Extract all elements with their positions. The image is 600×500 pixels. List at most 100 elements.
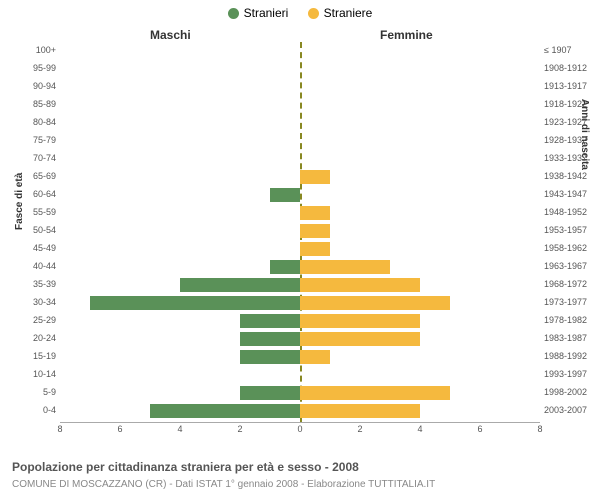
table-row: 85-891918-1922 bbox=[60, 96, 540, 114]
chart-area: 100+≤ 190795-991908-191290-941913-191785… bbox=[60, 42, 540, 442]
bar-female bbox=[300, 224, 330, 238]
legend-dot-female bbox=[308, 8, 319, 19]
table-row: 25-291978-1982 bbox=[60, 312, 540, 330]
age-label: 100+ bbox=[20, 45, 56, 55]
birth-label: 1968-1972 bbox=[544, 279, 598, 289]
legend-label-female: Straniere bbox=[324, 6, 373, 20]
birth-label: 1988-1992 bbox=[544, 351, 598, 361]
table-row: 95-991908-1912 bbox=[60, 60, 540, 78]
legend: Stranieri Straniere bbox=[0, 6, 600, 22]
birth-label: 1958-1962 bbox=[544, 243, 598, 253]
birth-label: 1993-1997 bbox=[544, 369, 598, 379]
age-label: 40-44 bbox=[20, 261, 56, 271]
bar-male bbox=[150, 404, 300, 418]
age-label: 95-99 bbox=[20, 63, 56, 73]
bar-female bbox=[300, 278, 420, 292]
age-label: 85-89 bbox=[20, 99, 56, 109]
birth-label: 1908-1912 bbox=[544, 63, 598, 73]
bar-male bbox=[270, 188, 300, 202]
table-row: 80-841923-1927 bbox=[60, 114, 540, 132]
bar-male bbox=[240, 314, 300, 328]
bar-male bbox=[180, 278, 300, 292]
birth-label: 1998-2002 bbox=[544, 387, 598, 397]
birth-label: 1928-1932 bbox=[544, 135, 598, 145]
age-label: 15-19 bbox=[20, 351, 56, 361]
birth-label: 1918-1922 bbox=[544, 99, 598, 109]
x-tick: 0 bbox=[297, 424, 302, 434]
table-row: 45-491958-1962 bbox=[60, 240, 540, 258]
footer-subtitle: COMUNE DI MOSCAZZANO (CR) - Dati ISTAT 1… bbox=[12, 479, 435, 490]
birth-label: ≤ 1907 bbox=[544, 45, 598, 55]
table-row: 90-941913-1917 bbox=[60, 78, 540, 96]
x-axis-line bbox=[60, 422, 540, 423]
x-axis: 864202468 bbox=[60, 422, 540, 442]
y-axis-title-left: Fasce di età bbox=[14, 173, 25, 230]
birth-label: 1938-1942 bbox=[544, 171, 598, 181]
table-row: 100+≤ 1907 bbox=[60, 42, 540, 60]
age-label: 55-59 bbox=[20, 207, 56, 217]
table-row: 30-341973-1977 bbox=[60, 294, 540, 312]
bar-female bbox=[300, 242, 330, 256]
bar-male bbox=[240, 332, 300, 346]
age-label: 80-84 bbox=[20, 117, 56, 127]
table-row: 70-741933-1937 bbox=[60, 150, 540, 168]
rows-container: 100+≤ 190795-991908-191290-941913-191785… bbox=[60, 42, 540, 420]
age-label: 45-49 bbox=[20, 243, 56, 253]
x-tick: 6 bbox=[117, 424, 122, 434]
table-row: 5-91998-2002 bbox=[60, 384, 540, 402]
table-row: 60-641943-1947 bbox=[60, 186, 540, 204]
age-label: 30-34 bbox=[20, 297, 56, 307]
birth-label: 1913-1917 bbox=[544, 81, 598, 91]
age-label: 20-24 bbox=[20, 333, 56, 343]
bar-female bbox=[300, 296, 450, 310]
birth-label: 1923-1927 bbox=[544, 117, 598, 127]
bar-male bbox=[90, 296, 300, 310]
table-row: 65-691938-1942 bbox=[60, 168, 540, 186]
age-label: 5-9 bbox=[20, 387, 56, 397]
bar-male bbox=[240, 350, 300, 364]
birth-label: 2003-2007 bbox=[544, 405, 598, 415]
bar-female bbox=[300, 404, 420, 418]
legend-item-female: Straniere bbox=[308, 6, 373, 20]
table-row: 0-42003-2007 bbox=[60, 402, 540, 420]
age-label: 75-79 bbox=[20, 135, 56, 145]
bar-female bbox=[300, 350, 330, 364]
table-row: 35-391968-1972 bbox=[60, 276, 540, 294]
table-row: 40-441963-1967 bbox=[60, 258, 540, 276]
birth-label: 1963-1967 bbox=[544, 261, 598, 271]
chart-container: Stranieri Straniere Maschi Femmine Fasce… bbox=[0, 0, 600, 500]
age-label: 0-4 bbox=[20, 405, 56, 415]
x-tick: 8 bbox=[57, 424, 62, 434]
footer-title: Popolazione per cittadinanza straniera p… bbox=[12, 460, 359, 474]
age-label: 60-64 bbox=[20, 189, 56, 199]
birth-label: 1983-1987 bbox=[544, 333, 598, 343]
bar-female bbox=[300, 170, 330, 184]
birth-label: 1948-1952 bbox=[544, 207, 598, 217]
column-title-left: Maschi bbox=[150, 28, 191, 42]
x-tick: 8 bbox=[537, 424, 542, 434]
birth-label: 1943-1947 bbox=[544, 189, 598, 199]
bar-male bbox=[270, 260, 300, 274]
age-label: 25-29 bbox=[20, 315, 56, 325]
x-tick: 4 bbox=[417, 424, 422, 434]
x-tick: 2 bbox=[237, 424, 242, 434]
age-label: 10-14 bbox=[20, 369, 56, 379]
x-tick: 2 bbox=[357, 424, 362, 434]
legend-dot-male bbox=[228, 8, 239, 19]
birth-label: 1973-1977 bbox=[544, 297, 598, 307]
birth-label: 1933-1937 bbox=[544, 153, 598, 163]
bar-male bbox=[240, 386, 300, 400]
bar-female bbox=[300, 386, 450, 400]
table-row: 10-141993-1997 bbox=[60, 366, 540, 384]
bar-female bbox=[300, 314, 420, 328]
bar-female bbox=[300, 260, 390, 274]
bar-female bbox=[300, 332, 420, 346]
table-row: 50-541953-1957 bbox=[60, 222, 540, 240]
birth-label: 1953-1957 bbox=[544, 225, 598, 235]
legend-item-male: Stranieri bbox=[228, 6, 289, 20]
bar-female bbox=[300, 206, 330, 220]
age-label: 70-74 bbox=[20, 153, 56, 163]
age-label: 35-39 bbox=[20, 279, 56, 289]
column-title-right: Femmine bbox=[380, 28, 433, 42]
age-label: 50-54 bbox=[20, 225, 56, 235]
